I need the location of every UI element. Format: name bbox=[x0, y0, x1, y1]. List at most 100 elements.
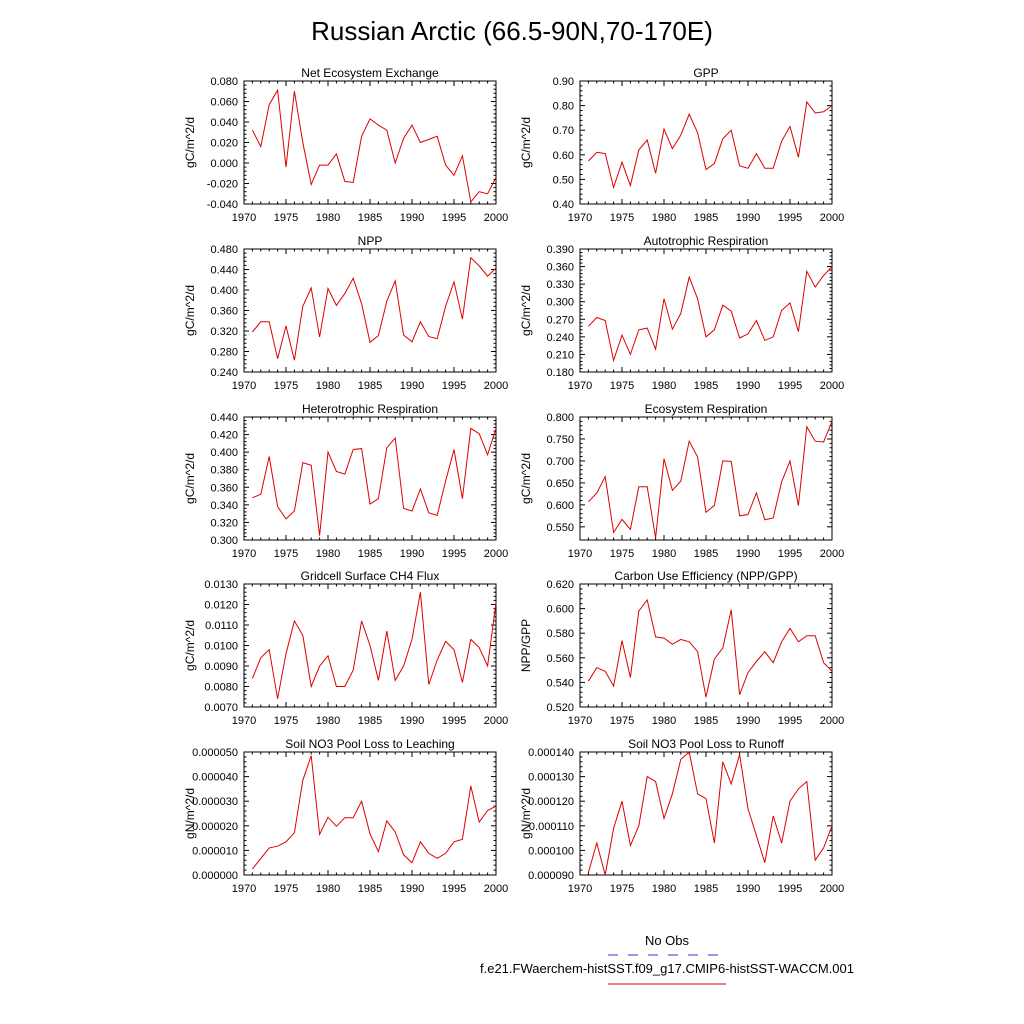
y-tick-label: 0.270 bbox=[546, 314, 574, 326]
y-tick-label: 0.020 bbox=[210, 138, 238, 150]
chart-panel-1: GPP 1970 1975 1980 1985 1990 1995 2000 0.90 0.80 0… bbox=[519, 66, 844, 224]
x-tick-label: 1995 bbox=[778, 883, 802, 895]
series-line-0 bbox=[588, 100, 833, 190]
x-tick-label: 1990 bbox=[400, 715, 424, 727]
legend-label-no-obs: No Obs bbox=[645, 933, 690, 948]
x-tick-label: 1970 bbox=[568, 715, 592, 727]
y-tick-label: 0.000100 bbox=[528, 845, 574, 857]
x-tick-label: 1990 bbox=[400, 883, 424, 895]
x-tick-label: 1990 bbox=[736, 212, 760, 224]
x-tick-label: 1980 bbox=[316, 883, 340, 895]
x-tick-label: 2000 bbox=[820, 715, 844, 727]
x-tick-label: 1995 bbox=[442, 212, 466, 224]
y-tick-label: 0.340 bbox=[210, 500, 238, 512]
y-tick-label: 0.650 bbox=[546, 478, 574, 490]
x-tick-label: 1980 bbox=[316, 212, 340, 224]
y-tick-label: -0.040 bbox=[207, 199, 238, 211]
y-tick-label: 0.520 bbox=[546, 702, 574, 714]
x-tick-label: 2000 bbox=[484, 212, 508, 224]
y-tick-label: 0.400 bbox=[210, 285, 238, 297]
x-tick-label: 1970 bbox=[232, 715, 256, 727]
x-tick-label: 1980 bbox=[652, 380, 676, 392]
plot-frame bbox=[579, 583, 833, 708]
y-tick-label: 0.000140 bbox=[528, 747, 574, 759]
series-line-0 bbox=[252, 427, 497, 536]
panels-container: Net Ecosystem Exchange 1970 1975 1980 1985 19… bbox=[183, 66, 844, 895]
x-tick-label: 1995 bbox=[778, 715, 802, 727]
chart-panel-8: Soil NO3 Pool Loss to Leaching 1970 1975 19… bbox=[183, 737, 508, 895]
y-axis-label: gC/m^2/d bbox=[519, 285, 533, 336]
x-tick-label: 1985 bbox=[358, 380, 382, 392]
x-tick-label: 1975 bbox=[274, 883, 298, 895]
y-tick-label: 0.000010 bbox=[192, 845, 238, 857]
y-tick-label: 0.060 bbox=[210, 97, 238, 109]
y-tick-label: 0.550 bbox=[546, 522, 574, 534]
x-tick-label: 1975 bbox=[610, 715, 634, 727]
x-tick-label: 2000 bbox=[484, 883, 508, 895]
y-tick-label: 0.280 bbox=[210, 347, 238, 359]
y-axis-label: gC/m^2/d bbox=[183, 620, 197, 671]
x-tick-label: 1970 bbox=[232, 380, 256, 392]
x-tick-label: 1995 bbox=[778, 380, 802, 392]
plot-frame bbox=[579, 248, 833, 373]
figure-title: Russian Arctic (66.5-90N,70-170E) bbox=[311, 16, 713, 46]
x-tick-label: 1970 bbox=[232, 548, 256, 560]
x-tick-label: 1970 bbox=[568, 212, 592, 224]
y-tick-label: 0.000130 bbox=[528, 772, 574, 784]
chart-panel-3: Autotrophic Respiration 1970 1975 1980 1985 1… bbox=[519, 234, 844, 392]
y-tick-label: 0.70 bbox=[553, 125, 574, 137]
y-tick-label: 0.40 bbox=[553, 199, 574, 211]
legend: No Obs f.e21.FWaerchem-histSST.f09_g17.C… bbox=[480, 933, 854, 985]
x-tick-label: 1970 bbox=[568, 548, 592, 560]
y-tick-label: 0.320 bbox=[210, 517, 238, 529]
x-tick-label: 2000 bbox=[484, 380, 508, 392]
y-axis-label: gC/m^2/d bbox=[183, 117, 197, 168]
x-tick-label: 1990 bbox=[736, 380, 760, 392]
y-tick-label: 0.580 bbox=[546, 628, 574, 640]
plot-frame bbox=[243, 416, 497, 541]
y-axis-label: gC/m^2/d bbox=[183, 285, 197, 336]
y-tick-label: 0.360 bbox=[210, 306, 238, 318]
y-axis-label: gC/m^2/d bbox=[183, 453, 197, 504]
x-tick-label: 1995 bbox=[778, 212, 802, 224]
y-tick-label: 0.480 bbox=[210, 244, 238, 256]
y-tick-label: 0.180 bbox=[546, 367, 574, 379]
y-tick-label: 0.000 bbox=[210, 158, 238, 170]
y-tick-label: 0.000030 bbox=[192, 796, 238, 808]
y-tick-label: 0.040 bbox=[210, 117, 238, 129]
x-tick-label: 1975 bbox=[274, 212, 298, 224]
y-tick-label: 0.300 bbox=[210, 535, 238, 547]
x-tick-label: 1990 bbox=[736, 715, 760, 727]
x-tick-label: 2000 bbox=[820, 212, 844, 224]
y-tick-label: 0.440 bbox=[210, 265, 238, 277]
y-tick-label: 0.210 bbox=[546, 349, 574, 361]
x-tick-label: 1980 bbox=[652, 212, 676, 224]
y-tick-label: 0.0130 bbox=[204, 579, 238, 591]
y-tick-label: 0.400 bbox=[210, 447, 238, 459]
y-tick-label: 0.380 bbox=[210, 465, 238, 477]
y-tick-label: 0.800 bbox=[546, 412, 574, 424]
x-tick-label: 1985 bbox=[358, 883, 382, 895]
chart-title-1: GPP bbox=[693, 66, 718, 80]
chart-panel-9: Soil NO3 Pool Loss to Runoff 1970 1975 1980… bbox=[519, 737, 844, 895]
x-tick-label: 2000 bbox=[484, 548, 508, 560]
series-line-0 bbox=[252, 256, 497, 361]
x-tick-label: 1990 bbox=[736, 548, 760, 560]
series-line-0 bbox=[251, 88, 497, 204]
plot-frame bbox=[579, 416, 833, 541]
chart-title-0: Net Ecosystem Exchange bbox=[301, 66, 439, 80]
y-axis-label: gC/m^2/d bbox=[519, 453, 533, 504]
x-tick-label: 1995 bbox=[442, 883, 466, 895]
y-tick-label: 0.560 bbox=[546, 653, 574, 665]
x-tick-label: 1990 bbox=[400, 548, 424, 560]
chart-title-4: Heterotrophic Respiration bbox=[302, 402, 438, 416]
x-tick-label: 2000 bbox=[820, 883, 844, 895]
y-tick-label: 0.320 bbox=[210, 326, 238, 338]
y-tick-label: 0.420 bbox=[210, 430, 238, 442]
y-tick-label: 0.0120 bbox=[204, 600, 238, 612]
x-tick-label: 1985 bbox=[694, 883, 718, 895]
chart-panel-5: Ecosystem Respiration 1970 1975 1980 1985 199… bbox=[519, 402, 844, 560]
x-tick-label: 1985 bbox=[694, 715, 718, 727]
x-tick-label: 1995 bbox=[442, 380, 466, 392]
series-line-0 bbox=[588, 266, 833, 363]
